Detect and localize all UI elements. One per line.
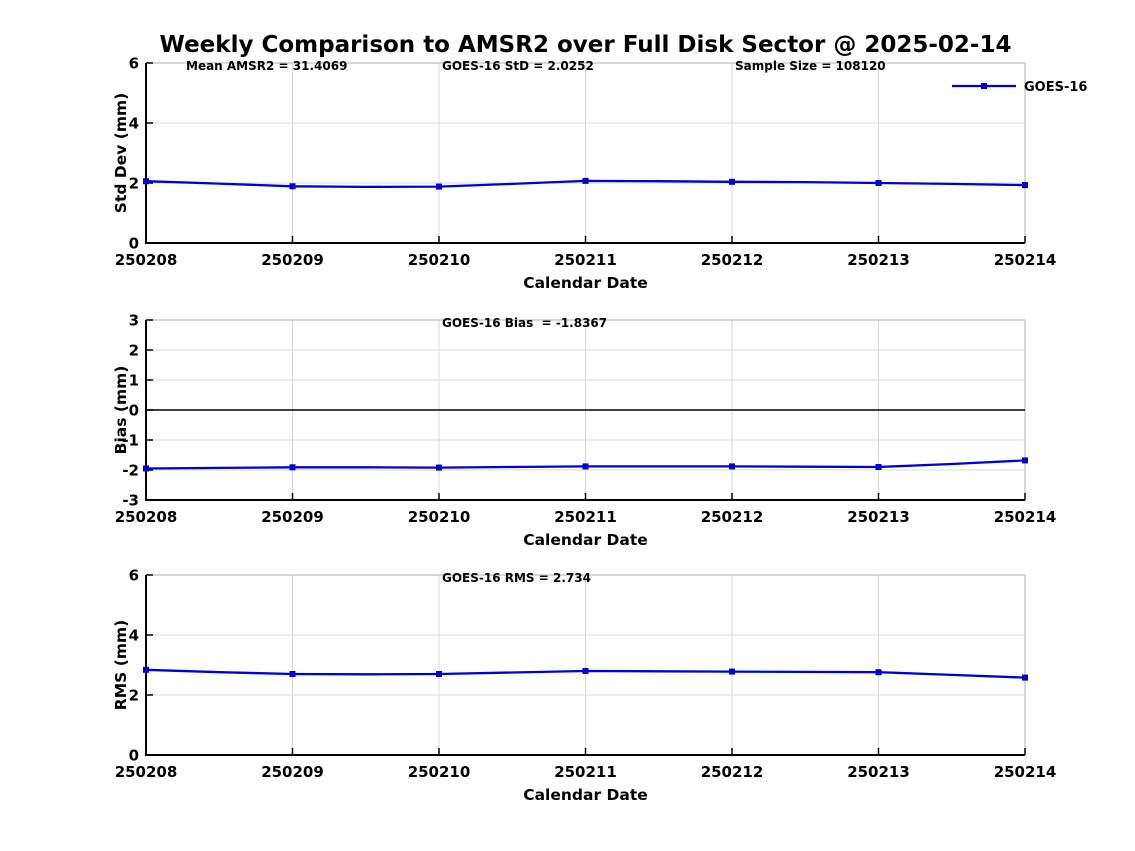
- data-point-marker: [289, 183, 296, 190]
- y-tick-label: 2: [129, 342, 139, 360]
- x-tick-label: 250212: [701, 763, 764, 781]
- y-tick-label: -2: [122, 462, 139, 480]
- data-point-marker: [582, 668, 589, 674]
- y-tick-label: 0: [129, 402, 139, 420]
- x-tick-label: 250213: [847, 251, 910, 269]
- data-point-marker: [436, 671, 442, 677]
- data-point-marker: [875, 464, 882, 470]
- x-tick-label: 250214: [994, 251, 1057, 269]
- y-tick-label: 2: [129, 687, 139, 705]
- x-tick-label: 250208: [115, 763, 178, 781]
- std_dev-subplot: 0 2 4 6 250208 250209 250210 250211 250212 250213…: [112, 55, 1087, 293]
- x-tick-label: 250210: [408, 763, 471, 781]
- y-tick-label: 4: [129, 627, 139, 645]
- stat-annotation: GOES-16 StD = 2.0252: [442, 59, 594, 73]
- y-axis-title: Std Dev (mm): [112, 93, 130, 213]
- data-point-marker: [875, 180, 882, 186]
- x-tick-label: 250211: [554, 251, 617, 269]
- data-point-marker: [289, 671, 296, 677]
- y-axis-title: RMS (mm): [112, 620, 130, 710]
- x-tick-label: 250210: [408, 508, 471, 526]
- bias-subplot: -3 -2 -1 0 1 2 3 250208 250209 250210 250211 250212…: [112, 312, 1056, 550]
- legend-label: GOES-16: [1024, 80, 1087, 95]
- data-point-marker: [875, 669, 882, 676]
- x-axis-title: Calendar Date: [523, 531, 648, 549]
- x-axis-title: Calendar Date: [523, 786, 648, 804]
- data-point-marker: [1022, 182, 1028, 189]
- y-tick-label: 6: [129, 55, 139, 73]
- data-point-marker: [582, 177, 589, 184]
- data-point-marker: [729, 178, 735, 185]
- x-tick-label: 250209: [261, 763, 324, 781]
- data-point-marker: [436, 464, 442, 471]
- y-tick-label: 0: [129, 235, 139, 253]
- stat-annotation: Mean AMSR2 = 31.4069: [186, 59, 347, 73]
- rms-subplot: 0 2 4 6 250208 250209 250210 250211 250212 250213…: [112, 567, 1056, 805]
- data-point-marker: [729, 463, 735, 470]
- y-tick-label: -1: [122, 432, 139, 450]
- y-tick-label: 2: [129, 175, 139, 193]
- x-tick-label: 250209: [261, 251, 324, 269]
- stat-annotation: GOES-16 RMS = 2.734: [442, 571, 591, 585]
- y-tick-label: 1: [129, 372, 139, 390]
- y-axis-title: Bias (mm): [112, 366, 130, 455]
- data-point-marker: [1022, 457, 1028, 464]
- figure-title: Weekly Comparison to AMSR2 over Full Dis…: [159, 32, 1012, 58]
- data-point-marker: [729, 668, 735, 675]
- y-tick-label: -3: [122, 492, 139, 510]
- x-tick-label: 250213: [847, 508, 910, 526]
- x-tick-label: 250209: [261, 508, 324, 526]
- x-axis-title: Calendar Date: [523, 274, 648, 292]
- y-tick-label: 6: [129, 567, 139, 585]
- data-point-marker: [1022, 674, 1028, 681]
- data-point-marker: [143, 178, 149, 185]
- x-tick-label: 250208: [115, 251, 178, 269]
- x-tick-label: 250208: [115, 508, 178, 526]
- x-tick-label: 250211: [554, 508, 617, 526]
- stat-annotation: Sample Size = 108120: [735, 59, 886, 73]
- x-tick-label: 250210: [408, 251, 471, 269]
- y-tick-label: 0: [129, 747, 139, 765]
- x-tick-label: 250212: [701, 251, 764, 269]
- legend-marker: [981, 83, 987, 89]
- x-tick-label: 250211: [554, 763, 617, 781]
- x-tick-label: 250213: [847, 763, 910, 781]
- x-tick-label: 250214: [994, 508, 1057, 526]
- y-tick-label: 3: [129, 312, 139, 330]
- data-point-marker: [436, 183, 442, 190]
- data-point-marker: [143, 465, 149, 472]
- y-tick-label: 4: [129, 115, 139, 133]
- x-tick-label: 250212: [701, 508, 764, 526]
- data-point-marker: [582, 463, 589, 470]
- legend: GOES-16: [952, 80, 1087, 95]
- stat-annotation: GOES-16 Bias = -1.8367: [442, 316, 607, 330]
- data-point-marker: [143, 666, 149, 673]
- data-point-marker: [289, 464, 296, 471]
- x-tick-label: 250214: [994, 763, 1057, 781]
